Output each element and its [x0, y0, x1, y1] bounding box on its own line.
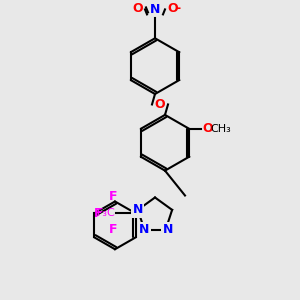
Text: N: N — [133, 203, 143, 216]
Text: N: N — [139, 224, 150, 236]
Text: F: F — [94, 207, 103, 220]
Text: F: F — [109, 190, 117, 203]
Text: -: - — [175, 2, 180, 15]
Text: O: O — [155, 98, 165, 111]
Text: F₃C: F₃C — [97, 208, 116, 218]
Text: O: O — [167, 2, 178, 15]
Text: O: O — [202, 122, 213, 135]
Text: CH₃: CH₃ — [210, 124, 231, 134]
Text: F: F — [109, 224, 117, 236]
Text: N: N — [162, 224, 173, 236]
Text: O: O — [132, 2, 143, 15]
Text: N: N — [150, 3, 160, 16]
